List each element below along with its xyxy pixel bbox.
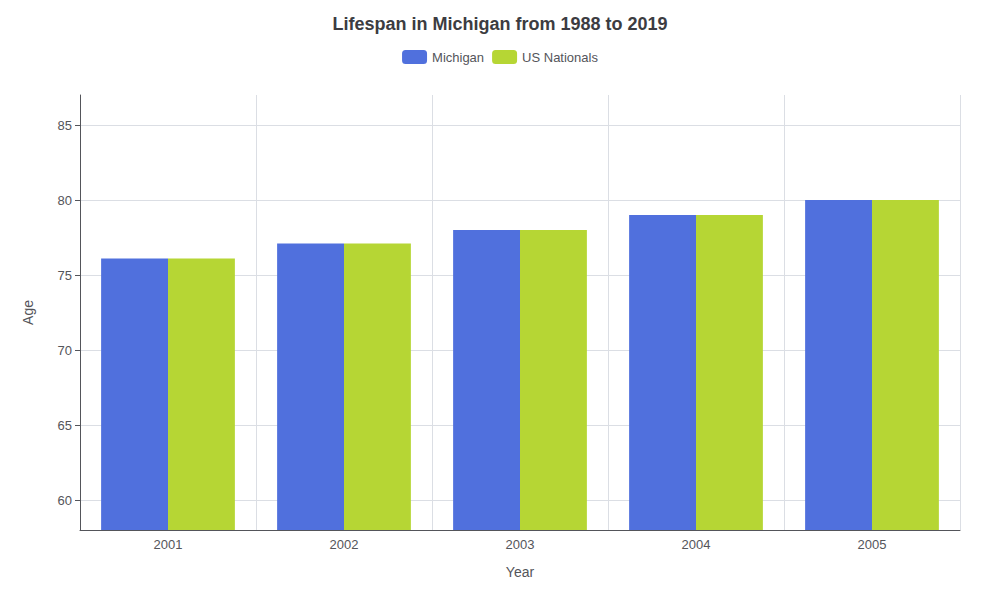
- svg-text:2001: 2001: [154, 537, 183, 552]
- svg-text:2003: 2003: [506, 537, 535, 552]
- svg-text:2002: 2002: [330, 537, 359, 552]
- svg-text:2005: 2005: [858, 537, 887, 552]
- svg-text:2004: 2004: [682, 537, 711, 552]
- svg-text:Michigan: Michigan: [432, 50, 484, 65]
- svg-text:65: 65: [58, 418, 72, 433]
- svg-text:80: 80: [58, 193, 72, 208]
- svg-text:Year: Year: [506, 564, 535, 580]
- svg-text:75: 75: [58, 268, 72, 283]
- svg-text:70: 70: [58, 343, 72, 358]
- svg-text:Age: Age: [20, 300, 36, 325]
- svg-text:US Nationals: US Nationals: [522, 50, 598, 65]
- svg-text:85: 85: [58, 118, 72, 133]
- svg-text:Lifespan in Michigan from 1988: Lifespan in Michigan from 1988 to 2019: [332, 14, 667, 34]
- svg-text:60: 60: [58, 493, 72, 508]
